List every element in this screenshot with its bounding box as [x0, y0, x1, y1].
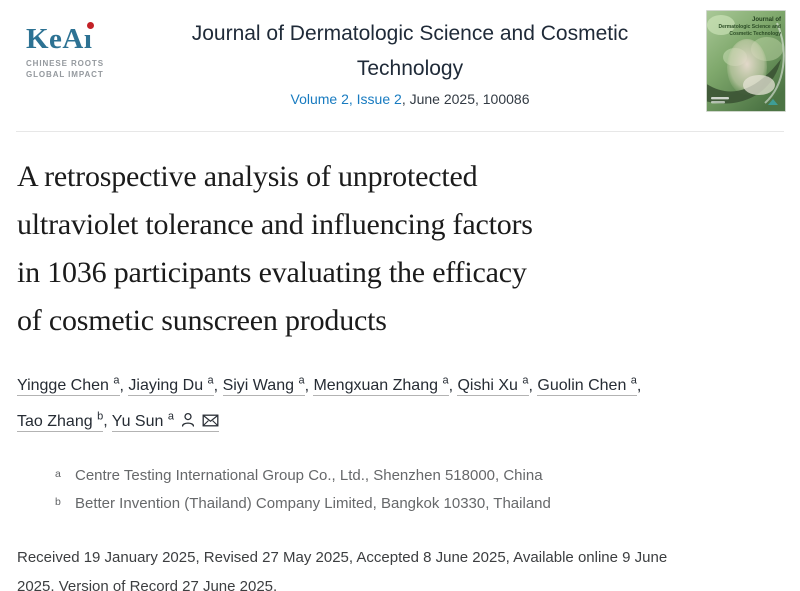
journal-banner: KeAı CHINESE ROOTS GLOBAL IMPACT Journal… — [0, 0, 800, 112]
author-affiliation-sup: a — [113, 375, 120, 387]
journal-cover-image: Journal of Dermatologic Science and Cosm… — [707, 11, 785, 111]
keai-red-dot-icon — [87, 22, 95, 29]
affiliation-row: a Centre Testing International Group Co.,… — [55, 462, 783, 490]
affiliation-list: a Centre Testing International Group Co.,… — [17, 462, 783, 518]
journal-title: Journal of Dermatologic Science and Cosm… — [191, 22, 629, 80]
author-link[interactable]: Tao Zhang b — [17, 410, 104, 432]
envelope-icon[interactable] — [202, 413, 219, 428]
article-title-line: in 1036 participants evaluating the effi… — [17, 256, 527, 289]
author-affiliation-sup: a — [522, 375, 529, 387]
article-info: A retrospective analysis of unprotected … — [0, 153, 800, 591]
keai-brand-text: KeAı — [26, 22, 95, 55]
author-affiliation-sup: a — [442, 375, 449, 387]
author-affiliation-sup: a — [630, 375, 637, 387]
affiliation-row: b Better Invention (Thailand) Company Lim… — [55, 490, 783, 518]
author-list: Yingge Chen a, Jiaying Du a, Siyi Wang a… — [17, 375, 642, 432]
author-link[interactable]: Qishi Xu a — [457, 375, 529, 397]
volume-issue-link[interactable]: Volume 2, Issue 2 — [290, 91, 402, 107]
journal-title-block: Journal of Dermatologic Science and Cosm… — [122, 16, 698, 107]
issue-line: Volume 2, Issue 2, June 2025, 100086 — [291, 91, 530, 107]
author-affiliation-sup: a — [167, 410, 174, 423]
author-link[interactable]: Yingge Chen a — [17, 375, 120, 397]
journal-cover-thumbnail[interactable]: Journal of Dermatologic Science and Cosm… — [706, 10, 786, 112]
author-link[interactable]: Jiaying Du a — [128, 375, 214, 397]
cover-title-line3: Cosmetic Technology — [729, 31, 781, 37]
keai-tagline: CHINESE ROOTS GLOBAL IMPACT — [26, 59, 104, 79]
article-title: A retrospective analysis of unprotected … — [17, 153, 783, 345]
author-affiliation-sup: a — [298, 375, 305, 387]
article-title-line: of cosmetic sunscreen products — [17, 304, 387, 337]
cover-title-line2: Dermatologic Science and — [718, 24, 781, 30]
author-link[interactable]: Mengxuan Zhang a — [313, 375, 449, 397]
article-title-line: A retrospective analysis of unprotected — [17, 160, 478, 193]
author-affiliation-sup: a — [207, 375, 214, 387]
article-title-line: ultraviolet tolerance and influencing fa… — [17, 208, 533, 241]
keai-logo[interactable]: KeAı CHINESE ROOTS GLOBAL IMPACT — [26, 22, 122, 80]
affiliation-text: Better Invention (Thailand) Company Limi… — [75, 494, 551, 512]
author-affiliation-sup: b — [97, 410, 104, 423]
affiliation-sup: b — [55, 495, 61, 508]
cover-title-line1: Journal of — [752, 17, 782, 23]
author-link[interactable]: Yu Sun a — [111, 410, 219, 432]
header-divider — [16, 131, 784, 132]
article-dates: Received 19 January 2025, Revised 27 May… — [17, 548, 668, 591]
author-link[interactable]: Siyi Wang a — [222, 375, 305, 397]
affiliation-sup: a — [55, 467, 61, 480]
person-icon[interactable] — [180, 412, 196, 428]
author-link[interactable]: Guolin Chen a — [537, 375, 637, 397]
issue-date-text: , June 2025, 100086 — [401, 91, 530, 107]
affiliation-text: Centre Testing International Group Co., … — [75, 466, 543, 484]
